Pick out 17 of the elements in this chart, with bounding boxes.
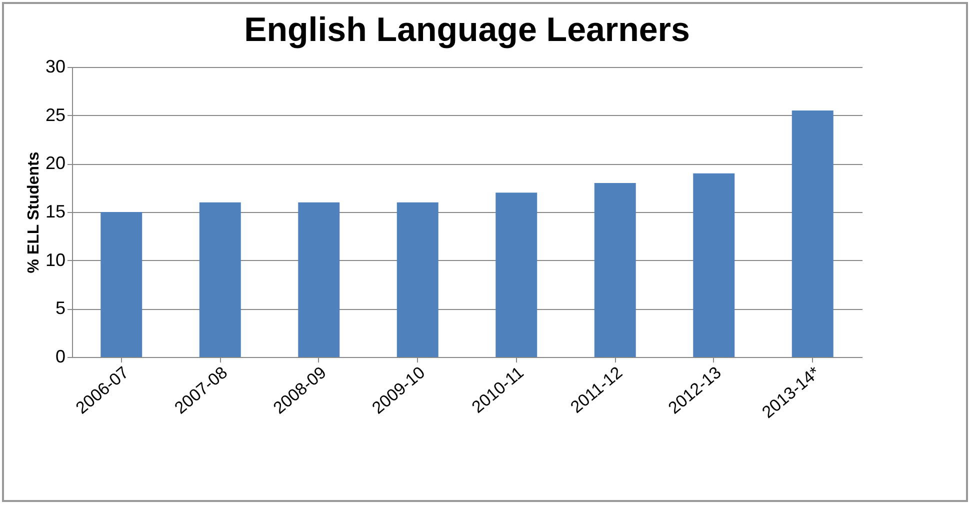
- y-tick-label: 15: [45, 202, 66, 222]
- y-tick-label: 0: [55, 346, 66, 366]
- bar: [594, 183, 636, 357]
- bar: [792, 110, 834, 357]
- y-tick-label: 5: [55, 298, 66, 318]
- y-tick-label: 20: [45, 153, 66, 174]
- bar: [496, 192, 538, 357]
- bar: [693, 173, 735, 357]
- y-tick-label: 30: [45, 56, 66, 76]
- bar: [298, 202, 340, 357]
- chart-title: English Language Learners: [244, 11, 690, 49]
- bar: [199, 202, 241, 357]
- y-axis-title: % ELL Students: [25, 152, 42, 274]
- bar: [100, 212, 142, 357]
- y-tick-label: 25: [45, 104, 66, 125]
- bar: [396, 202, 438, 357]
- y-tick-label: 10: [45, 250, 66, 270]
